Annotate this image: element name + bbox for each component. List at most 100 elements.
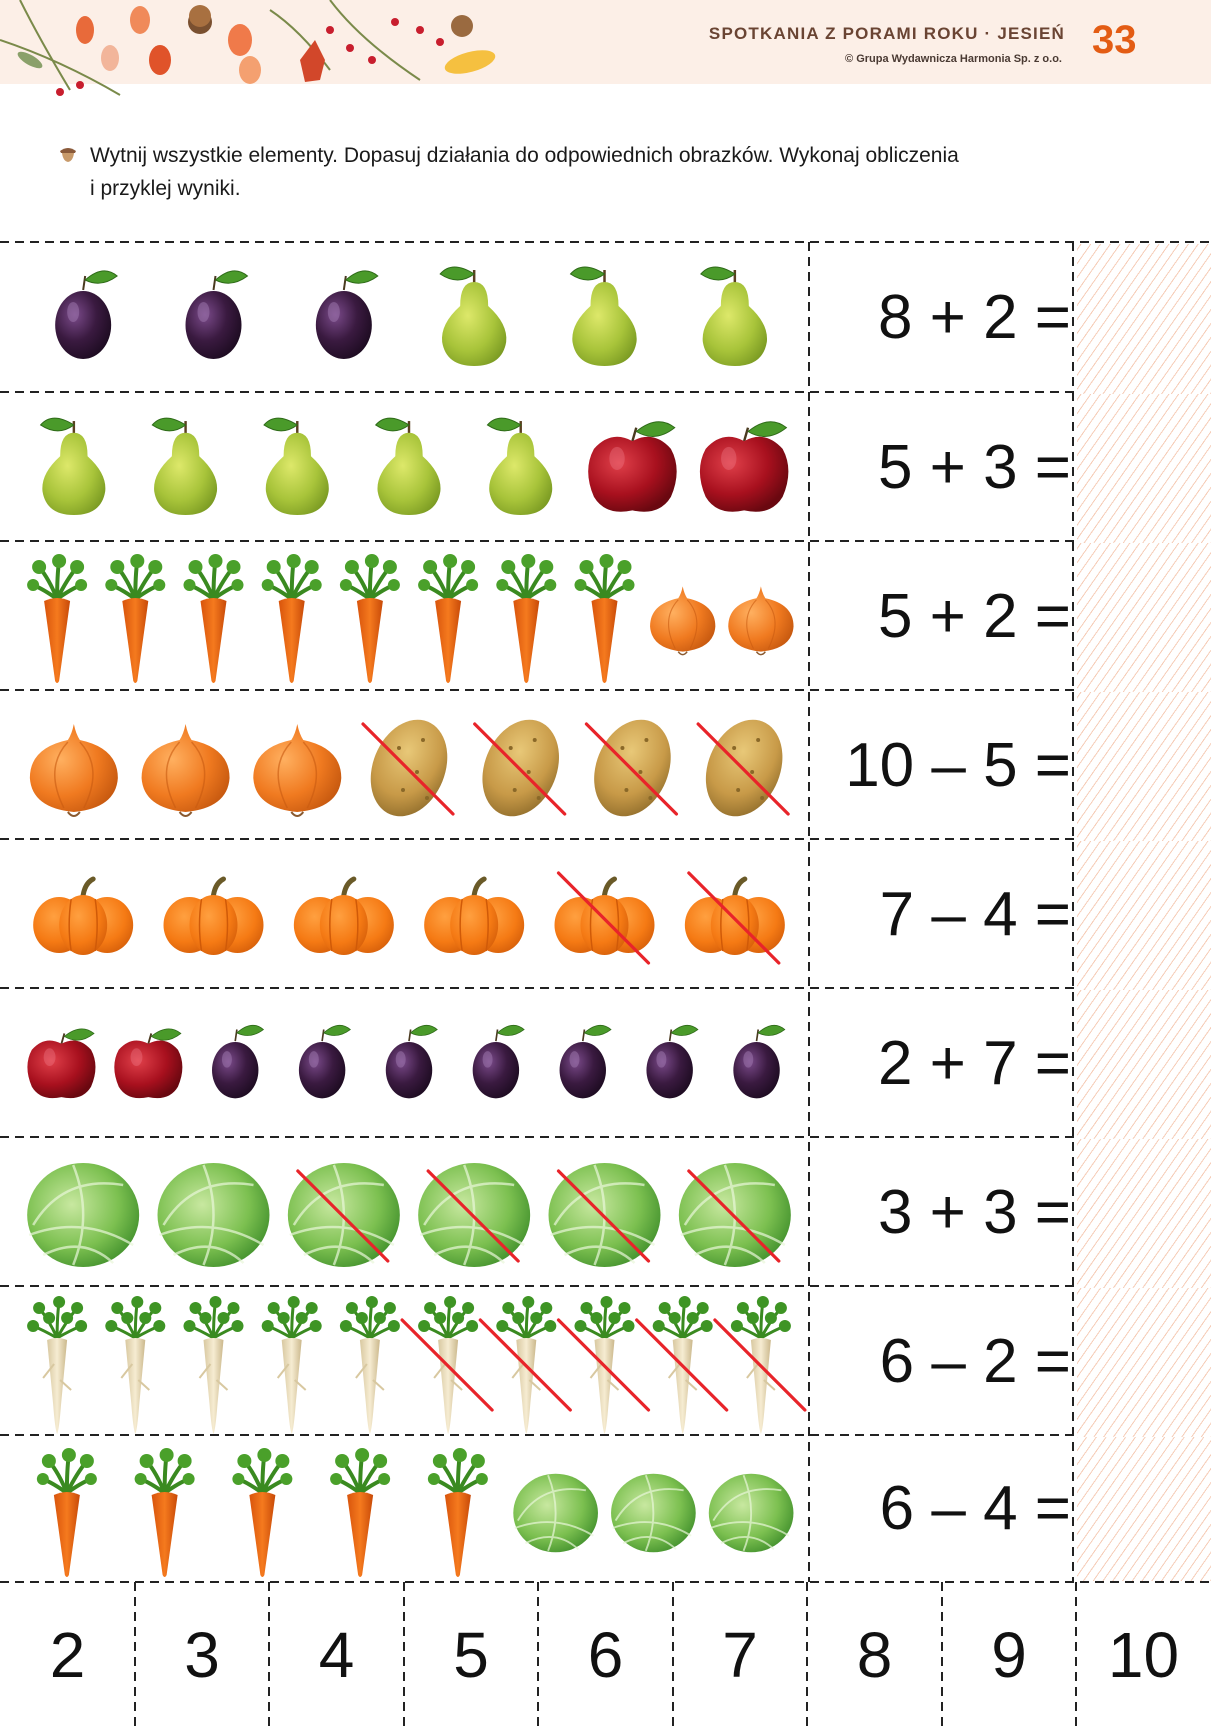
equation: 8 + 2 = — [877, 282, 1071, 352]
answer-slot[interactable] — [1077, 1139, 1211, 1289]
cross-out-mark — [556, 871, 651, 965]
carrot-icon — [330, 1448, 391, 1577]
plum-icon — [385, 1024, 438, 1099]
equation: 5 + 3 = — [877, 432, 1071, 502]
cross-out-mark — [584, 722, 679, 816]
equation: 10 – 5 = — [845, 730, 1071, 800]
answer-slot[interactable] — [1077, 394, 1211, 544]
instruction-text: Wytnij wszystkie elementy. Dopasuj dział… — [90, 139, 1090, 205]
cross-out-mark — [556, 1169, 651, 1263]
plum-icon — [646, 1024, 699, 1099]
parsley-root-icon — [713, 1296, 807, 1434]
parsley-root-icon — [478, 1296, 572, 1434]
carrot-icon — [261, 554, 322, 683]
carrot-icon — [183, 554, 244, 683]
carrot-icon — [427, 1448, 488, 1577]
cabbage-icon — [708, 1473, 794, 1553]
cabbage-icon — [418, 1163, 531, 1267]
parsley-root-icon — [635, 1296, 729, 1434]
cabbage-icon — [287, 1163, 400, 1267]
answer-card[interactable]: 3 — [184, 1619, 220, 1691]
answer-slot[interactable] — [1077, 990, 1211, 1140]
carrot-icon — [496, 554, 557, 683]
potato-icon — [584, 719, 679, 817]
plum-icon — [733, 1024, 786, 1099]
cross-out-mark — [713, 1318, 807, 1412]
carrot-icon — [232, 1448, 293, 1577]
apple-icon — [588, 421, 677, 512]
carrot-icon — [574, 554, 635, 683]
equation: 6 – 2 = — [879, 1326, 1071, 1396]
equation: 3 + 3 = — [877, 1177, 1071, 1247]
cabbage-icon — [611, 1473, 696, 1553]
answer-slot[interactable] — [1077, 692, 1211, 842]
onion-icon — [29, 724, 118, 817]
potato-icon — [473, 719, 567, 817]
pear-icon — [439, 266, 507, 366]
pumpkin-icon — [33, 876, 134, 955]
answer-card[interactable]: 10 — [1107, 1619, 1180, 1691]
potato-icon — [361, 719, 455, 817]
answer-card[interactable]: 4 — [318, 1619, 355, 1691]
page-number: 33 — [1092, 18, 1137, 62]
answer-slot[interactable] — [1077, 1288, 1211, 1438]
pear-icon — [700, 266, 768, 366]
plum-icon — [472, 1024, 525, 1099]
answer-slot[interactable] — [1077, 244, 1211, 394]
pear-icon — [374, 417, 441, 516]
plum-icon — [298, 1024, 351, 1099]
cross-out-mark — [296, 1169, 390, 1263]
answer-card[interactable]: 8 — [856, 1619, 893, 1691]
answer-card[interactable]: 2 — [49, 1619, 86, 1691]
apple-icon — [699, 421, 789, 512]
equation: 5 + 2 = — [877, 581, 1071, 651]
cabbage-icon — [157, 1163, 270, 1267]
parsley-root-icon — [339, 1296, 400, 1434]
equation: 2 + 7 = — [877, 1028, 1071, 1098]
cross-out-mark — [687, 1169, 781, 1263]
plum-icon — [315, 270, 379, 359]
pear-icon — [151, 417, 218, 516]
copyright-notice: © Grupa Wydawnicza Harmonia Sp. z o.o. — [845, 53, 1062, 65]
cabbage-icon — [27, 1163, 140, 1267]
parsley-root-icon — [105, 1296, 166, 1434]
answer-card[interactable]: 6 — [587, 1619, 624, 1691]
answer-card[interactable]: 5 — [453, 1619, 489, 1691]
plum-icon — [55, 270, 118, 359]
carrot-icon — [134, 1448, 195, 1577]
answer-slot[interactable] — [1077, 841, 1211, 991]
parsley-root-icon — [27, 1296, 88, 1434]
answer-slot[interactable] — [1077, 1437, 1211, 1581]
parsley-root-icon — [400, 1296, 494, 1434]
plum-icon — [212, 1024, 265, 1099]
pear-icon — [263, 417, 329, 516]
plum-icon — [559, 1024, 612, 1099]
answer-card[interactable]: 7 — [722, 1619, 758, 1691]
parsley-root-icon — [556, 1296, 651, 1434]
cross-out-mark — [361, 722, 455, 816]
pumpkin-icon — [424, 876, 525, 955]
cross-out-mark — [473, 722, 567, 816]
pumpkin-icon — [684, 871, 785, 965]
cross-out-mark — [696, 722, 790, 816]
carrot-icon — [418, 554, 479, 683]
pumpkin-icon — [293, 876, 394, 955]
instruction-line-1: Wytnij wszystkie elementy. Dopasuj dział… — [90, 144, 959, 167]
instruction-line-2: i przyklej wyniki. — [90, 177, 241, 200]
pumpkin-icon — [554, 871, 655, 965]
answer-card[interactable]: 9 — [991, 1619, 1027, 1691]
apple-icon — [27, 1028, 96, 1099]
cross-out-mark — [556, 1318, 651, 1412]
onion-icon — [253, 724, 342, 817]
apple-icon — [114, 1028, 183, 1099]
carrot-icon — [27, 554, 88, 683]
cross-out-mark — [426, 1169, 520, 1263]
pear-icon — [569, 266, 637, 366]
cabbage-icon — [548, 1163, 661, 1267]
cross-out-mark — [635, 1318, 729, 1412]
answer-slot[interactable] — [1077, 543, 1211, 693]
cross-out-mark — [687, 871, 781, 965]
cabbage-icon — [678, 1163, 791, 1267]
